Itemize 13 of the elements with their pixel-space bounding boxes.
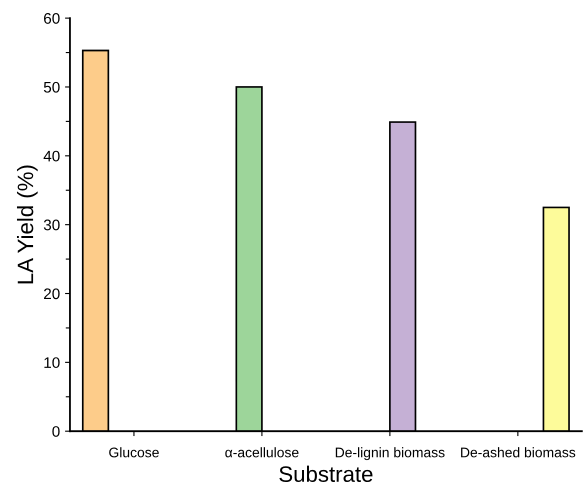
y-axis-title: LA Yield (%) [16, 166, 38, 284]
y-tick-label: 60 [44, 13, 60, 24]
y-tick-label: 30 [44, 220, 60, 230]
y-tick-label: 10 [44, 357, 60, 368]
x-tick-label: De-ashed biomass [461, 447, 576, 458]
x-axis-title: Substrate [279, 466, 372, 482]
y-tick-label: 40 [44, 150, 60, 162]
y-tick-label: 50 [44, 82, 60, 93]
y-tick-label: 0 [52, 426, 60, 437]
x-tick-label: α-acellulose [225, 447, 299, 458]
x-tick-label: De-lignin biomass [336, 447, 445, 460]
y-tick-label: 20 [44, 288, 60, 300]
x-tick-label: Glucose [109, 447, 159, 458]
